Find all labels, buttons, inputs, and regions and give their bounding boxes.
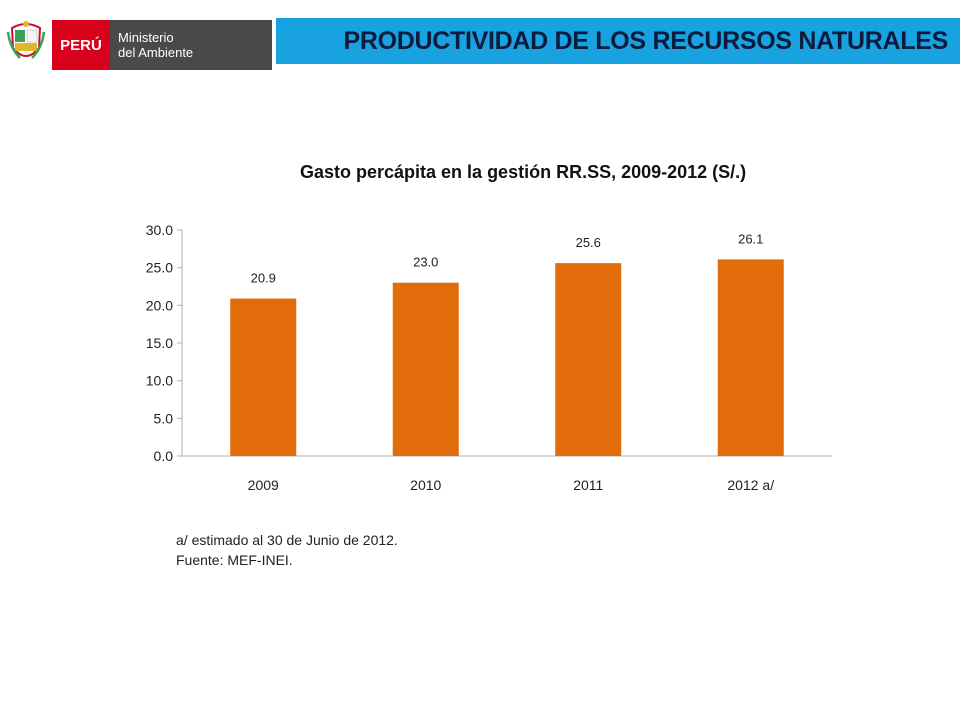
bar: [717, 259, 784, 456]
coat-of-arms-icon: [6, 21, 46, 59]
x-tick-label: 2011: [573, 477, 603, 493]
x-tick-label: 2009: [248, 477, 279, 493]
logo-country-label: PERÚ: [52, 20, 110, 70]
y-tick-label: 0.0: [154, 448, 174, 464]
estimate-note: a/ estimado al 30 de Junio de 2012.: [176, 532, 398, 548]
logo-ministry-line1: Ministerio: [118, 30, 174, 45]
logo-ministry-line2: del Ambiente: [118, 45, 194, 60]
data-label: 26.1: [738, 231, 763, 246]
data-label: 23.0: [413, 255, 438, 270]
bar-chart: 0.0 5.0 10.0 15.0 20.0 25.0 30.0 20.9 2009 23.0 20…: [146, 222, 832, 493]
source-note: Fuente: MEF-INEI.: [176, 552, 293, 568]
y-tick-label: 30.0: [146, 222, 173, 238]
logo-ministry-label: Ministerio del Ambiente: [110, 20, 272, 70]
bar: [392, 282, 459, 456]
data-label: 20.9: [251, 271, 276, 286]
y-tick-label: 10.0: [146, 373, 173, 389]
x-tick-label: 2010: [410, 477, 441, 493]
y-tick-label: 20.0: [146, 297, 173, 313]
bar: [230, 298, 297, 456]
y-tick-label: 15.0: [146, 335, 173, 351]
bar: [555, 263, 622, 456]
page-title: PRODUCTIVIDAD DE LOS RECURSOS NATURALES: [276, 18, 960, 64]
y-tick-label: 5.0: [154, 410, 174, 426]
x-tick-label: 2012 a/: [727, 477, 774, 493]
chart-title: Gasto percápita en la gestión RR.SS, 200…: [300, 162, 747, 182]
ministry-logo: PERÚ Ministerio del Ambiente: [0, 18, 272, 70]
y-tick-label: 25.0: [146, 260, 173, 276]
data-label: 25.6: [576, 235, 601, 250]
